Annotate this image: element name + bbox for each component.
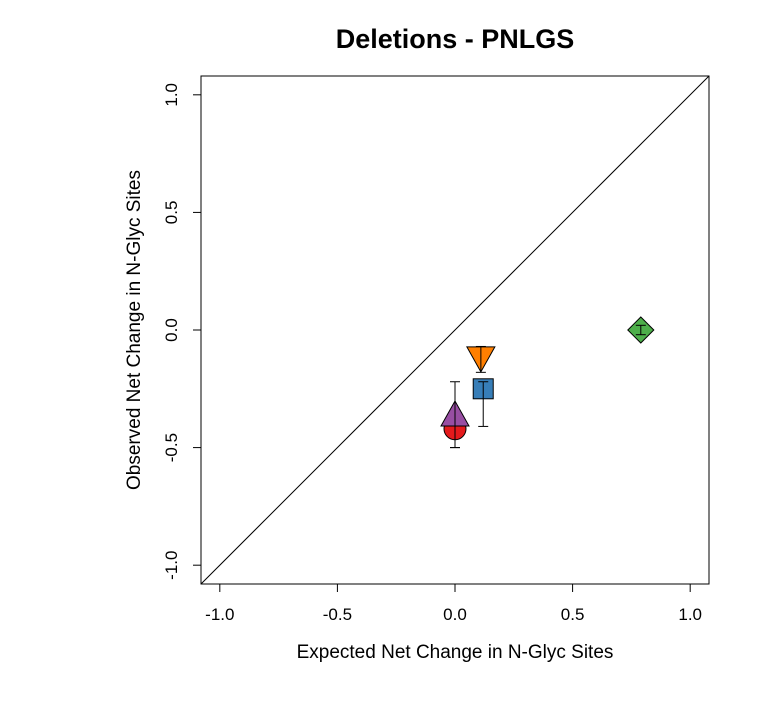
x-tick-label: 1.0 <box>678 605 702 624</box>
y-tick-label: -1.0 <box>162 551 181 580</box>
y-tick-label: 0.5 <box>162 201 181 225</box>
x-tick-label: 0.5 <box>561 605 585 624</box>
chart-title: Deletions - PNLGS <box>336 24 575 54</box>
identity-line <box>200 75 710 585</box>
x-axis-label: Expected Net Change in N-Glyc Sites <box>297 642 614 663</box>
marks-layer <box>200 75 710 585</box>
y-tick-label: -0.5 <box>162 433 181 462</box>
y-tick-label: 0.0 <box>162 318 181 342</box>
x-tick-label: -1.0 <box>205 605 234 624</box>
x-tick-label: 0.0 <box>443 605 467 624</box>
axes-layer: -1.0 -0.5 0.0 0.5 1.0 -1.0 -0.5 0.0 0.5 1.0 <box>162 83 702 624</box>
y-axis-label: Observed Net Change in N-Glyc Sites <box>124 170 145 490</box>
x-tick-label: -0.5 <box>323 605 352 624</box>
y-tick-label: 1.0 <box>162 83 181 107</box>
